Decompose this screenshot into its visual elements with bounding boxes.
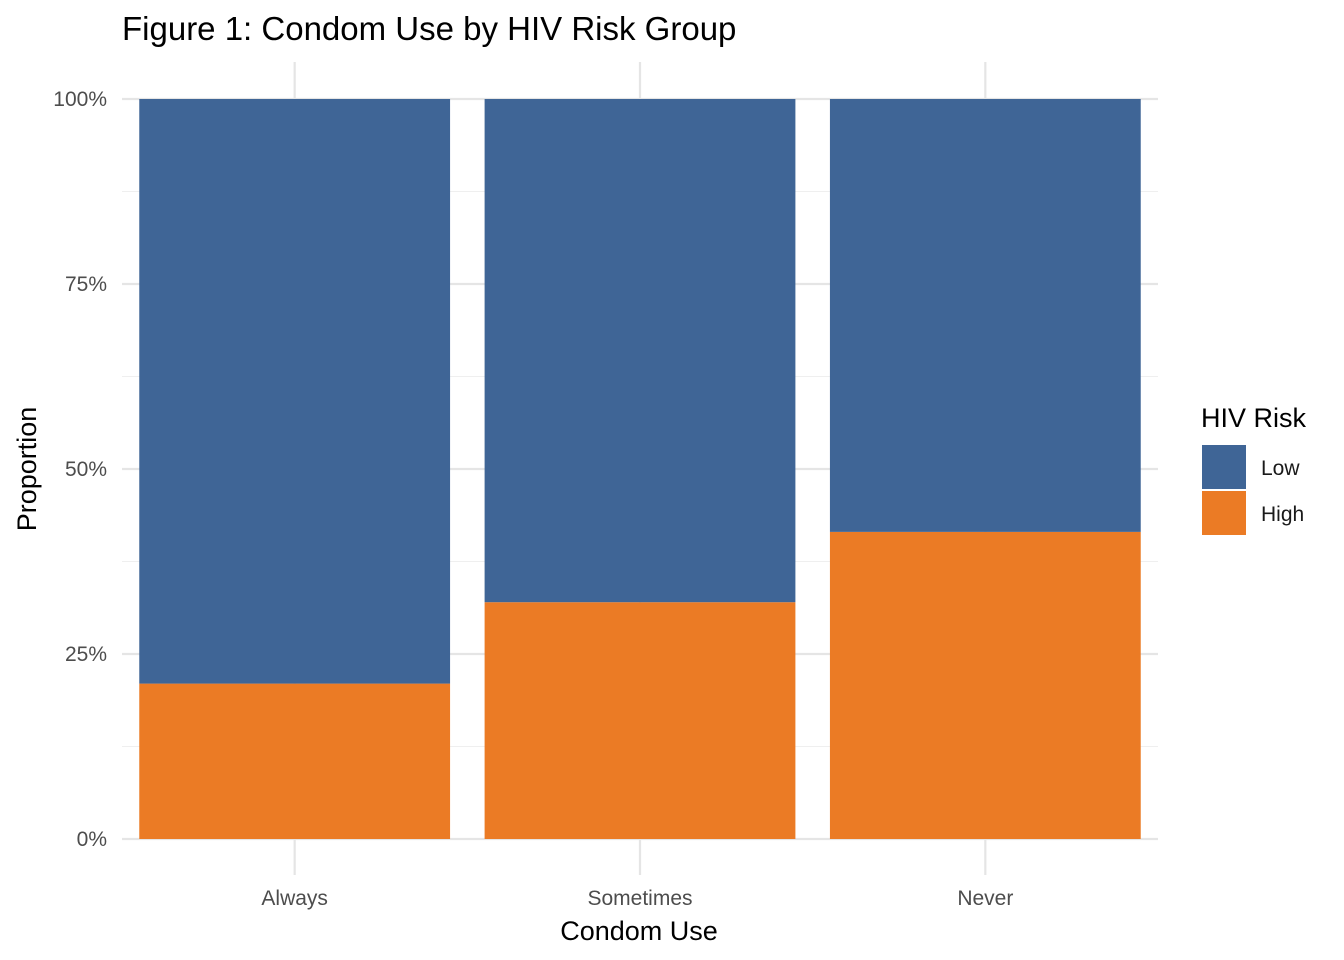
legend-items: Low High — [1202, 445, 1304, 535]
legend-title: HIV Risk — [1201, 403, 1307, 433]
legend: HIV Risk Low High — [1201, 403, 1307, 535]
bar-high-sometimes — [484, 602, 796, 839]
y-tick-label: 0% — [77, 828, 107, 851]
bar-low-always — [139, 99, 451, 684]
legend-label-low: Low — [1261, 457, 1300, 480]
y-axis-ticks: 0% 25% 50% 75% 100% — [53, 88, 107, 851]
x-tick-label: Always — [261, 887, 328, 910]
bar-low-never — [829, 99, 1141, 532]
y-axis-title: Proportion — [12, 407, 42, 532]
bar-low-sometimes — [484, 99, 796, 603]
bars-layer — [139, 99, 1141, 839]
y-tick-label: 75% — [65, 273, 107, 296]
bar-high-always — [139, 683, 451, 839]
y-tick-label: 100% — [53, 88, 107, 111]
legend-swatch-high — [1202, 491, 1246, 535]
y-tick-label: 25% — [65, 643, 107, 666]
chart-title: Figure 1: Condom Use by HIV Risk Group — [122, 10, 736, 47]
x-tick-label: Sometimes — [587, 887, 692, 910]
legend-swatch-low — [1202, 445, 1246, 489]
y-tick-label: 50% — [65, 458, 107, 481]
x-tick-label: Never — [957, 887, 1013, 910]
x-axis-title: Condom Use — [560, 916, 718, 946]
x-axis-ticks: Always Sometimes Never — [261, 887, 1013, 910]
bar-high-never — [829, 531, 1141, 839]
legend-label-high: High — [1261, 503, 1304, 526]
